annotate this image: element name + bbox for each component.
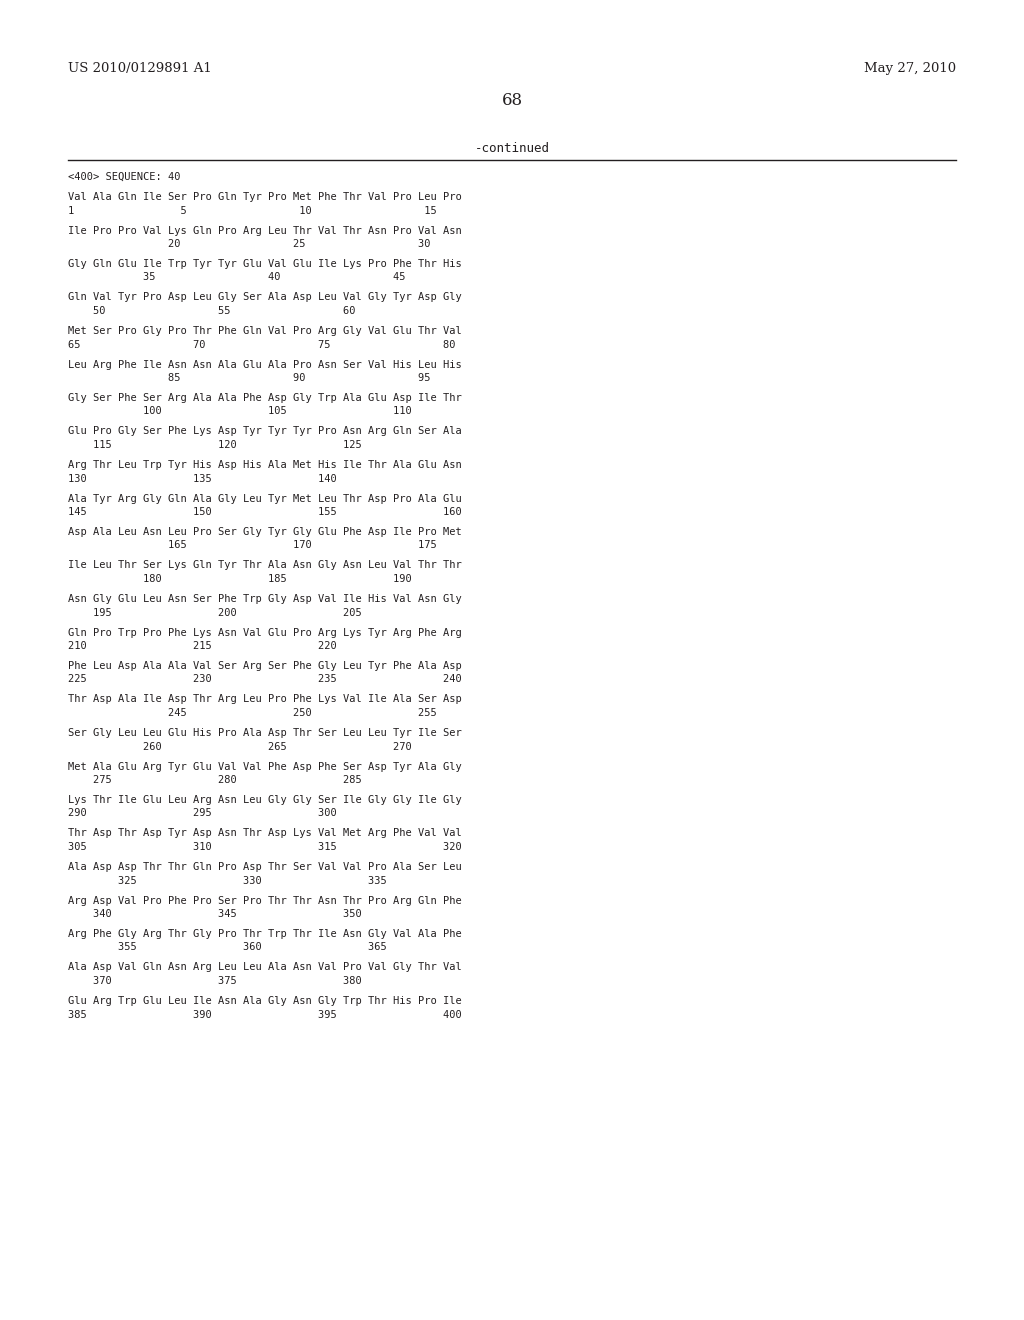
Text: 68: 68 [502, 92, 522, 110]
Text: 20                  25                  30: 20 25 30 [68, 239, 430, 249]
Text: 245                 250                 255: 245 250 255 [68, 708, 437, 718]
Text: 225                 230                 235                 240: 225 230 235 240 [68, 675, 462, 685]
Text: May 27, 2010: May 27, 2010 [864, 62, 956, 75]
Text: 85                  90                  95: 85 90 95 [68, 374, 430, 383]
Text: 35                  40                  45: 35 40 45 [68, 272, 406, 282]
Text: 180                 185                 190: 180 185 190 [68, 574, 412, 583]
Text: Val Ala Gln Ile Ser Pro Gln Tyr Pro Met Phe Thr Val Pro Leu Pro: Val Ala Gln Ile Ser Pro Gln Tyr Pro Met … [68, 191, 462, 202]
Text: 165                 170                 175: 165 170 175 [68, 540, 437, 550]
Text: 1                 5                  10                  15: 1 5 10 15 [68, 206, 437, 215]
Text: Gly Gln Glu Ile Trp Tyr Tyr Glu Val Glu Ile Lys Pro Phe Thr His: Gly Gln Glu Ile Trp Tyr Tyr Glu Val Glu … [68, 259, 462, 269]
Text: Ile Pro Pro Val Lys Gln Pro Arg Leu Thr Val Thr Asn Pro Val Asn: Ile Pro Pro Val Lys Gln Pro Arg Leu Thr … [68, 226, 462, 235]
Text: 370                 375                 380: 370 375 380 [68, 975, 361, 986]
Text: Asn Gly Glu Leu Asn Ser Phe Trp Gly Asp Val Ile His Val Asn Gly: Asn Gly Glu Leu Asn Ser Phe Trp Gly Asp … [68, 594, 462, 605]
Text: 115                 120                 125: 115 120 125 [68, 440, 361, 450]
Text: -continued: -continued [474, 143, 550, 154]
Text: Ala Asp Asp Thr Thr Gln Pro Asp Thr Ser Val Val Pro Ala Ser Leu: Ala Asp Asp Thr Thr Gln Pro Asp Thr Ser … [68, 862, 462, 873]
Text: 290                 295                 300: 290 295 300 [68, 808, 337, 818]
Text: 210                 215                 220: 210 215 220 [68, 642, 337, 651]
Text: Glu Arg Trp Glu Leu Ile Asn Ala Gly Asn Gly Trp Thr His Pro Ile: Glu Arg Trp Glu Leu Ile Asn Ala Gly Asn … [68, 997, 462, 1006]
Text: 340                 345                 350: 340 345 350 [68, 909, 361, 919]
Text: Thr Asp Ala Ile Asp Thr Arg Leu Pro Phe Lys Val Ile Ala Ser Asp: Thr Asp Ala Ile Asp Thr Arg Leu Pro Phe … [68, 694, 462, 705]
Text: 195                 200                 205: 195 200 205 [68, 607, 361, 618]
Text: 305                 310                 315                 320: 305 310 315 320 [68, 842, 462, 851]
Text: Asp Ala Leu Asn Leu Pro Ser Gly Tyr Gly Glu Phe Asp Ile Pro Met: Asp Ala Leu Asn Leu Pro Ser Gly Tyr Gly … [68, 527, 462, 537]
Text: Met Ala Glu Arg Tyr Glu Val Val Phe Asp Phe Ser Asp Tyr Ala Gly: Met Ala Glu Arg Tyr Glu Val Val Phe Asp … [68, 762, 462, 771]
Text: Ala Asp Val Gln Asn Arg Leu Leu Ala Asn Val Pro Val Gly Thr Val: Ala Asp Val Gln Asn Arg Leu Leu Ala Asn … [68, 962, 462, 973]
Text: 260                 265                 270: 260 265 270 [68, 742, 412, 751]
Text: Phe Leu Asp Ala Ala Val Ser Arg Ser Phe Gly Leu Tyr Phe Ala Asp: Phe Leu Asp Ala Ala Val Ser Arg Ser Phe … [68, 661, 462, 671]
Text: 325                 330                 335: 325 330 335 [68, 875, 387, 886]
Text: Arg Phe Gly Arg Thr Gly Pro Thr Trp Thr Ile Asn Gly Val Ala Phe: Arg Phe Gly Arg Thr Gly Pro Thr Trp Thr … [68, 929, 462, 939]
Text: Gly Ser Phe Ser Arg Ala Ala Phe Asp Gly Trp Ala Glu Asp Ile Thr: Gly Ser Phe Ser Arg Ala Ala Phe Asp Gly … [68, 393, 462, 403]
Text: 275                 280                 285: 275 280 285 [68, 775, 361, 785]
Text: Arg Thr Leu Trp Tyr His Asp His Ala Met His Ile Thr Ala Glu Asn: Arg Thr Leu Trp Tyr His Asp His Ala Met … [68, 459, 462, 470]
Text: 65                  70                  75                  80: 65 70 75 80 [68, 339, 456, 350]
Text: Gln Pro Trp Pro Phe Lys Asn Val Glu Pro Arg Lys Tyr Arg Phe Arg: Gln Pro Trp Pro Phe Lys Asn Val Glu Pro … [68, 627, 462, 638]
Text: Thr Asp Thr Asp Tyr Asp Asn Thr Asp Lys Val Met Arg Phe Val Val: Thr Asp Thr Asp Tyr Asp Asn Thr Asp Lys … [68, 829, 462, 838]
Text: Leu Arg Phe Ile Asn Asn Ala Glu Ala Pro Asn Ser Val His Leu His: Leu Arg Phe Ile Asn Asn Ala Glu Ala Pro … [68, 359, 462, 370]
Text: 130                 135                 140: 130 135 140 [68, 474, 337, 483]
Text: US 2010/0129891 A1: US 2010/0129891 A1 [68, 62, 212, 75]
Text: 100                 105                 110: 100 105 110 [68, 407, 412, 417]
Text: 385                 390                 395                 400: 385 390 395 400 [68, 1010, 462, 1019]
Text: <400> SEQUENCE: 40: <400> SEQUENCE: 40 [68, 172, 180, 182]
Text: 50                  55                  60: 50 55 60 [68, 306, 355, 315]
Text: Met Ser Pro Gly Pro Thr Phe Gln Val Pro Arg Gly Val Glu Thr Val: Met Ser Pro Gly Pro Thr Phe Gln Val Pro … [68, 326, 462, 337]
Text: Ala Tyr Arg Gly Gln Ala Gly Leu Tyr Met Leu Thr Asp Pro Ala Glu: Ala Tyr Arg Gly Gln Ala Gly Leu Tyr Met … [68, 494, 462, 503]
Text: Gln Val Tyr Pro Asp Leu Gly Ser Ala Asp Leu Val Gly Tyr Asp Gly: Gln Val Tyr Pro Asp Leu Gly Ser Ala Asp … [68, 293, 462, 302]
Text: 145                 150                 155                 160: 145 150 155 160 [68, 507, 462, 517]
Text: Ile Leu Thr Ser Lys Gln Tyr Thr Ala Asn Gly Asn Leu Val Thr Thr: Ile Leu Thr Ser Lys Gln Tyr Thr Ala Asn … [68, 561, 462, 570]
Text: Glu Pro Gly Ser Phe Lys Asp Tyr Tyr Tyr Pro Asn Arg Gln Ser Ala: Glu Pro Gly Ser Phe Lys Asp Tyr Tyr Tyr … [68, 426, 462, 437]
Text: Lys Thr Ile Glu Leu Arg Asn Leu Gly Gly Ser Ile Gly Gly Ile Gly: Lys Thr Ile Glu Leu Arg Asn Leu Gly Gly … [68, 795, 462, 805]
Text: 355                 360                 365: 355 360 365 [68, 942, 387, 953]
Text: Arg Asp Val Pro Phe Pro Ser Pro Thr Thr Asn Thr Pro Arg Gln Phe: Arg Asp Val Pro Phe Pro Ser Pro Thr Thr … [68, 895, 462, 906]
Text: Ser Gly Leu Leu Glu His Pro Ala Asp Thr Ser Leu Leu Tyr Ile Ser: Ser Gly Leu Leu Glu His Pro Ala Asp Thr … [68, 729, 462, 738]
